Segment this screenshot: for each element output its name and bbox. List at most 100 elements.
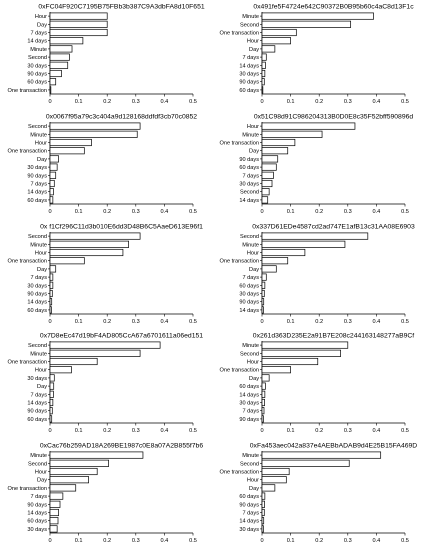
category-label: 60 days [27,80,47,86]
bar-hour [261,37,291,45]
bar-second [261,20,352,28]
chart-title: 0x491fe5F4724e642C90372B0B95b60c4aC8d13F… [253,4,414,11]
x-tick-label: 0.5 [189,319,197,325]
bar-one-transaction [49,86,52,94]
chart-title: 0x337D61EDe4587cd2ad747E1afB13c31AA08E69… [252,224,415,231]
category-label: 90 days [27,409,47,415]
category-label: One transaction [220,259,260,265]
bar-60-days [261,281,266,289]
bar-30-days [49,281,54,289]
bar-day [49,155,59,163]
category-label: Day [37,478,47,484]
x-tick-label: 0 [260,428,263,434]
x-tick-label: 0.4 [161,209,169,215]
bar-minute [261,341,349,349]
x-tick-label: 0.5 [189,209,197,215]
category-label: Day [249,376,259,382]
x-tick-label: 0.3 [132,209,140,215]
bar-day [49,265,57,273]
bar-7-days [49,390,54,398]
category-label: Hour [35,251,47,257]
chart-title: 0x261d363D235E2a91B7E208c244163148277aB9… [253,333,414,340]
bar-hour [261,476,287,484]
bar-second [261,459,350,467]
category-label: Minute [30,132,47,138]
category-label: One transaction [8,259,48,265]
bar-30-days [49,525,58,533]
bar-14-days [49,398,54,407]
category-label: One transaction [8,360,48,366]
category-label: Second [240,190,259,196]
bar-30-days [261,525,264,533]
x-tick-label: 0.3 [132,428,140,434]
category-label: 7 days [31,494,48,500]
bar-hour [261,122,356,130]
x-tick-label: 0.4 [373,319,381,325]
bar-second [261,232,369,240]
chart-title: 0xCac76b259AD18A269BE1987c0E8a07A2B855f7… [40,443,203,450]
bar-one-transaction [49,257,85,265]
category-label: 7 days [31,392,48,398]
x-tick-label: 0.3 [344,538,352,544]
category-label: Day [249,149,259,155]
bar-90-days [261,155,279,163]
x-tick-label: 0.1 [75,538,83,544]
chart-panel-9: 0xCac76b259AD18A269BE1987c0E8a07A2B855f7… [8,443,204,545]
bar-one-transaction [49,357,98,366]
category-label: 14 days [239,392,259,398]
category-label: 14 days [239,519,259,525]
category-label: Minute [30,47,47,53]
category-label: 14 days [27,39,47,45]
bar-day [261,147,289,155]
bar-day [261,374,270,382]
chart-panel-1: 0xFC04F920C7195B75FBb3b387C9A3dbFA8d10F6… [8,4,205,106]
bar-14-days [261,306,264,314]
category-label: Hour [35,141,47,147]
bar-7-days [261,53,267,61]
category-label: Hour [247,39,259,45]
x-tick-label: 0 [48,428,51,434]
bar-14-days [49,188,54,196]
category-label: 14 days [27,511,47,517]
x-tick-label: 0.3 [344,428,352,434]
x-tick-label: 0.1 [287,428,295,434]
category-label: One transaction [220,368,260,374]
bar-second [261,188,270,196]
bar-7-days [49,179,55,188]
category-label: 90 days [239,157,259,163]
category-label: One transaction [220,31,260,37]
bar-90-days [49,500,61,508]
x-tick-label: 0.5 [189,99,197,105]
bar-90-days [261,298,265,306]
category-label: 90 days [239,502,259,508]
bar-90-days [49,171,57,179]
bar-day [261,265,277,273]
x-tick-label: 0.1 [75,99,83,105]
category-label: Day [249,267,259,273]
category-label: Hour [35,368,47,374]
x-tick-label: 0.3 [132,99,140,105]
x-tick-label: 0.5 [189,428,197,434]
category-label: Day [37,157,47,163]
chart-panel-4: 0x51C98d91C986204313B0D0E8c35F52bff59089… [220,114,414,216]
bar-day [49,20,108,28]
category-label: 90 days [239,300,259,306]
x-tick-label: 0.3 [132,319,140,325]
x-tick-label: 0.4 [161,99,169,105]
chart-title: 0x7D8eEc47d19bF4AD805CcA67a6701611a06ed1… [40,333,203,340]
bar-minute [261,240,346,248]
x-tick-label: 0 [48,209,51,215]
bar-hour [261,357,319,366]
category-label: 60 days [239,88,259,94]
bar-day [261,484,276,492]
category-label: 60 days [239,165,259,171]
x-tick-label: 0.4 [373,99,381,105]
x-tick-label: 0.2 [315,538,323,544]
bar-day [261,45,276,53]
bar-60-days [49,306,52,314]
x-tick-label: 0.5 [401,209,409,215]
x-tick-label: 0.5 [401,99,409,105]
bar-90-days [49,69,62,78]
category-label: 30 days [27,283,47,289]
